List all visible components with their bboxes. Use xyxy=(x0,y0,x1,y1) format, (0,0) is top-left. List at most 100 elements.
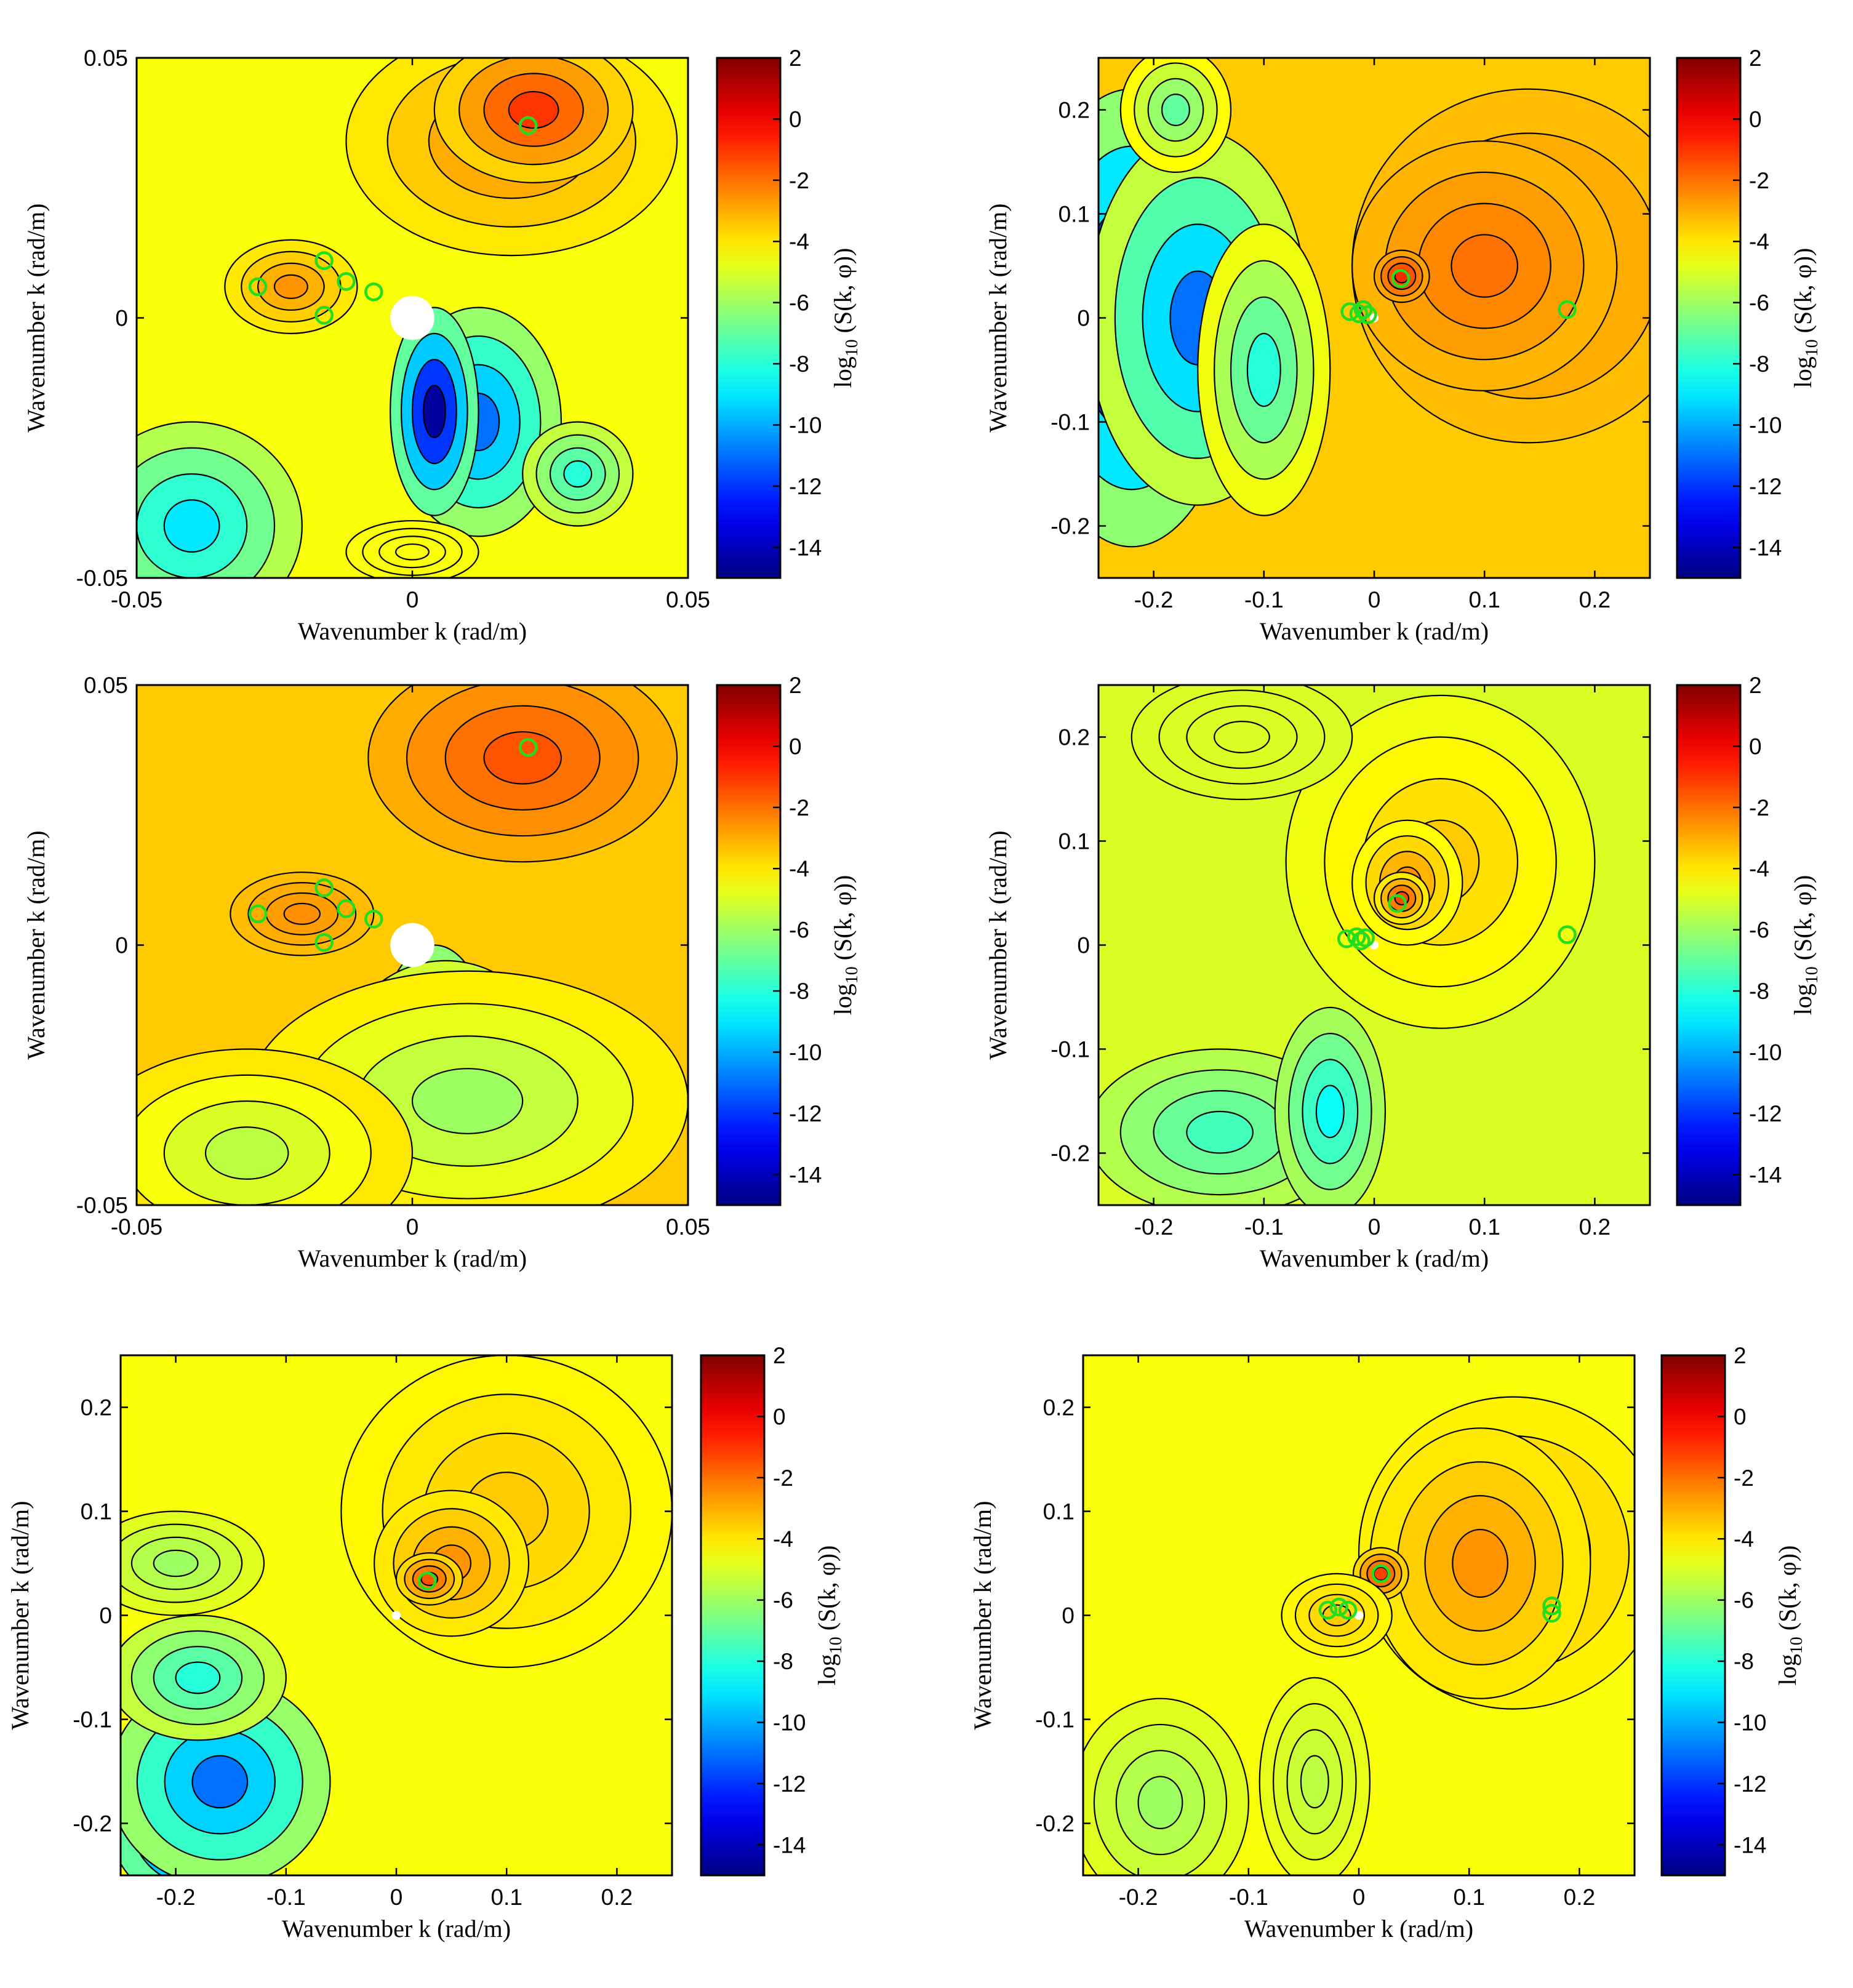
colorbar-tick-label: 0 xyxy=(773,1404,786,1429)
x-tick-label: 0 xyxy=(390,1885,403,1910)
contour-band xyxy=(283,902,321,925)
peak-marker xyxy=(314,306,334,325)
colorbar-tick-label: -14 xyxy=(789,535,822,560)
peak-marker xyxy=(1329,1597,1348,1617)
x-tick-label: -0.2 xyxy=(1134,587,1174,612)
peak-marker xyxy=(337,899,356,918)
contour-band xyxy=(1214,721,1270,753)
colorbar-label: log10 (S(k, φ)) xyxy=(1774,1545,1806,1686)
x-tick-label: -0.2 xyxy=(1134,1214,1174,1240)
contour-band xyxy=(1161,94,1190,126)
colorbar-tick-label: 0 xyxy=(789,734,802,759)
colorbar-tick-label: -10 xyxy=(789,412,822,438)
colorbar-tick-label: -10 xyxy=(789,1040,822,1065)
colorbar-tick-label: -2 xyxy=(789,168,809,193)
x-tick-label: 0.2 xyxy=(1564,1885,1595,1910)
y-tick-label: -0.1 xyxy=(1035,1707,1075,1733)
colorbar-tick-label: 2 xyxy=(773,1343,786,1368)
y-tick-label: 0 xyxy=(115,306,128,331)
x-tick-label: -0.1 xyxy=(1244,1214,1284,1240)
peak-marker xyxy=(1542,1597,1561,1616)
contour-band xyxy=(563,460,593,488)
peak-marker xyxy=(518,738,538,757)
colorbar-tick-label: 2 xyxy=(789,673,802,698)
colorbar-tick-label: -8 xyxy=(773,1649,793,1674)
x-tick-label: 0.05 xyxy=(666,1214,710,1240)
contour-band xyxy=(1452,1528,1509,1598)
colorbar-tick-label: -6 xyxy=(789,918,809,943)
colorbar-tick-label: -6 xyxy=(789,291,809,316)
contour-band xyxy=(422,385,446,438)
colorbar-tick-label: -14 xyxy=(1749,1162,1782,1187)
y-tick-label: -0.1 xyxy=(1051,410,1090,435)
contour-field xyxy=(1099,58,1650,578)
x-tick-label: -0.05 xyxy=(111,1214,162,1240)
colorbar-tick-label: -4 xyxy=(773,1526,793,1552)
contour-field xyxy=(137,58,688,578)
y-axis-label: Wavenumber k (rad/m) xyxy=(969,1501,996,1729)
colorbar-tick-label: 0 xyxy=(1734,1404,1747,1429)
colorbar xyxy=(1676,684,1742,1206)
y-tick-label: 0 xyxy=(1062,1603,1075,1629)
colorbar-tick-label: 0 xyxy=(1749,106,1762,132)
colorbar-label: log10 (S(k, φ)) xyxy=(813,1545,846,1686)
colorbar-label: log10 (S(k, φ)) xyxy=(1789,248,1822,388)
colorbar-tick-label: -8 xyxy=(1749,979,1769,1004)
colorbar-tick-label: 2 xyxy=(789,46,802,71)
x-tick-label: -0.2 xyxy=(1119,1885,1158,1910)
peak-marker xyxy=(248,904,268,924)
contour-band xyxy=(411,1068,524,1134)
colorbar-tick-label: 0 xyxy=(1749,734,1762,759)
colorbar-tick-label: -4 xyxy=(1749,229,1769,254)
y-tick-label: -0.2 xyxy=(1051,514,1090,539)
colorbar-tick-label: -10 xyxy=(1749,1040,1782,1065)
colorbar-tick-label: -12 xyxy=(773,1771,806,1797)
colorbar xyxy=(1676,57,1742,579)
peak-marker xyxy=(314,878,334,897)
colorbar-tick-label: -6 xyxy=(1749,918,1769,943)
y-tick-label: -0.1 xyxy=(73,1707,112,1733)
x-axis-label: Wavenumber k (rad/m) xyxy=(1244,1915,1473,1942)
x-tick-label: -0.05 xyxy=(111,587,162,612)
contour-band xyxy=(163,499,220,553)
contour-band xyxy=(395,543,430,561)
colorbar-tick-label: -6 xyxy=(1749,291,1769,316)
contour-band xyxy=(1300,1755,1329,1809)
y-tick-label: 0.1 xyxy=(1059,202,1090,227)
colorbar-tick-label: -12 xyxy=(1734,1771,1766,1797)
peak-marker xyxy=(518,116,538,135)
contour-band xyxy=(1315,1084,1345,1139)
x-tick-label: 0.05 xyxy=(666,587,710,612)
y-tick-label: 0.2 xyxy=(1059,98,1090,123)
colorbar xyxy=(1660,1354,1726,1877)
origin-exclusion-disk xyxy=(391,1611,401,1620)
peak-marker xyxy=(417,1571,437,1590)
colorbar-tick-label: -4 xyxy=(1749,856,1769,881)
colorbar-tick-label: -4 xyxy=(789,856,809,881)
y-tick-label: 0 xyxy=(99,1603,112,1629)
peak-marker xyxy=(1351,931,1371,950)
x-tick-label: 0.1 xyxy=(490,1885,522,1910)
colorbar xyxy=(716,57,782,579)
panel-row2-right: -0.2 -0.1 0 0.1 0.2 -0.2 -0.1 0 0.1 0.2 Wavenumber… xyxy=(984,673,1822,1272)
panel-row2-left: -0.05 0 0.05 -0.05 0 0.05 Wavenumber k (rad/m)… xyxy=(22,673,862,1272)
colorbar-tick-label: -12 xyxy=(789,474,822,499)
colorbar-tick-label: 0 xyxy=(789,106,802,132)
x-tick-label: 0 xyxy=(1368,587,1381,612)
y-tick-label: -0.2 xyxy=(73,1811,112,1837)
y-tick-label: -0.05 xyxy=(76,1193,128,1218)
peak-marker xyxy=(1338,1600,1358,1620)
colorbar-tick-label: -4 xyxy=(789,229,809,254)
y-tick-label: 0.2 xyxy=(1043,1395,1075,1421)
colorbar-tick-label: -6 xyxy=(773,1588,793,1613)
contour-band xyxy=(204,1126,289,1180)
x-axis-label: Wavenumber k (rad/m) xyxy=(298,1245,527,1272)
colorbar-tick-label: -10 xyxy=(1749,412,1782,438)
colorbar-tick-label: -2 xyxy=(1734,1465,1754,1491)
x-axis-label: Wavenumber k (rad/m) xyxy=(298,617,527,645)
peak-marker xyxy=(1371,1564,1391,1584)
y-tick-label: -0.2 xyxy=(1051,1141,1090,1166)
contour-band xyxy=(508,90,559,129)
contour-band xyxy=(1246,332,1281,407)
y-tick-label: 0 xyxy=(1077,933,1090,958)
